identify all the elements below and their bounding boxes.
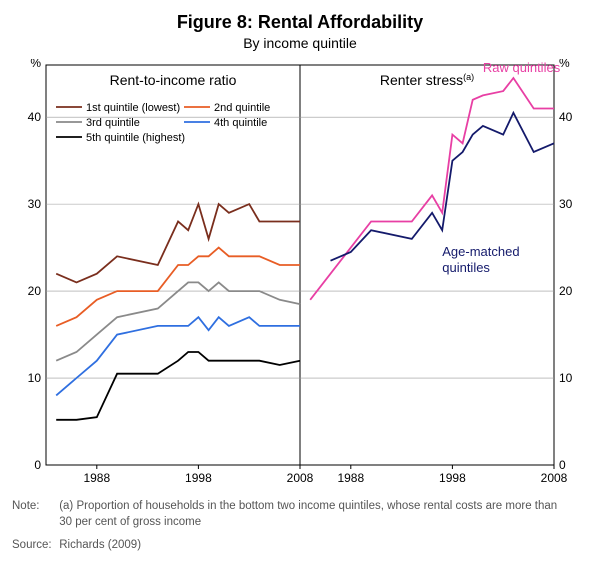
svg-text:2008: 2008: [287, 471, 314, 485]
svg-text:20: 20: [559, 284, 573, 298]
svg-text:0: 0: [34, 458, 41, 472]
svg-text:5th quintile (highest): 5th quintile (highest): [86, 132, 185, 144]
figure-note: Note: (a) Proportion of households in th…: [12, 499, 588, 530]
svg-text:4th quintile: 4th quintile: [214, 117, 267, 129]
svg-text:30: 30: [559, 197, 573, 211]
svg-text:20: 20: [28, 284, 42, 298]
svg-text:Renter stress(a): Renter stress(a): [380, 72, 474, 88]
svg-text:%: %: [30, 59, 41, 70]
svg-text:2nd quintile: 2nd quintile: [214, 102, 270, 114]
source-body: Richards (2009): [59, 538, 569, 554]
figure-source: Source: Richards (2009): [12, 538, 588, 554]
note-label: Note:: [12, 499, 56, 515]
svg-text:3rd quintile: 3rd quintile: [86, 117, 140, 129]
svg-text:quintiles: quintiles: [442, 260, 490, 275]
svg-text:1998: 1998: [185, 471, 212, 485]
svg-text:Age-matched: Age-matched: [442, 244, 519, 259]
figure-title: Figure 8: Rental Affordability: [12, 12, 588, 33]
svg-text:%: %: [559, 59, 570, 70]
chart-svg: 0 0 10 10 20 20 30 30 40 40%% 1988 1998 2008 1988 1998…: [12, 59, 588, 489]
svg-text:40: 40: [28, 110, 42, 124]
svg-text:30: 30: [28, 197, 42, 211]
svg-text:1st quintile (lowest): 1st quintile (lowest): [86, 102, 180, 114]
svg-text:1988: 1988: [337, 471, 364, 485]
svg-text:0: 0: [559, 458, 566, 472]
svg-text:1998: 1998: [439, 471, 466, 485]
figure-subtitle: By income quintile: [12, 35, 588, 51]
chart: 0 0 10 10 20 20 30 30 40 40%% 1988 1998 2008 1988 1998…: [12, 59, 588, 489]
source-label: Source:: [12, 538, 56, 554]
svg-text:10: 10: [28, 371, 42, 385]
svg-text:10: 10: [559, 371, 573, 385]
svg-text:1988: 1988: [83, 471, 110, 485]
svg-text:40: 40: [559, 110, 573, 124]
svg-text:Rent-to-income ratio: Rent-to-income ratio: [110, 72, 237, 88]
note-body: (a) Proportion of households in the bott…: [59, 499, 569, 530]
svg-text:Raw quintiles: Raw quintiles: [483, 60, 561, 75]
svg-text:2008: 2008: [541, 471, 568, 485]
